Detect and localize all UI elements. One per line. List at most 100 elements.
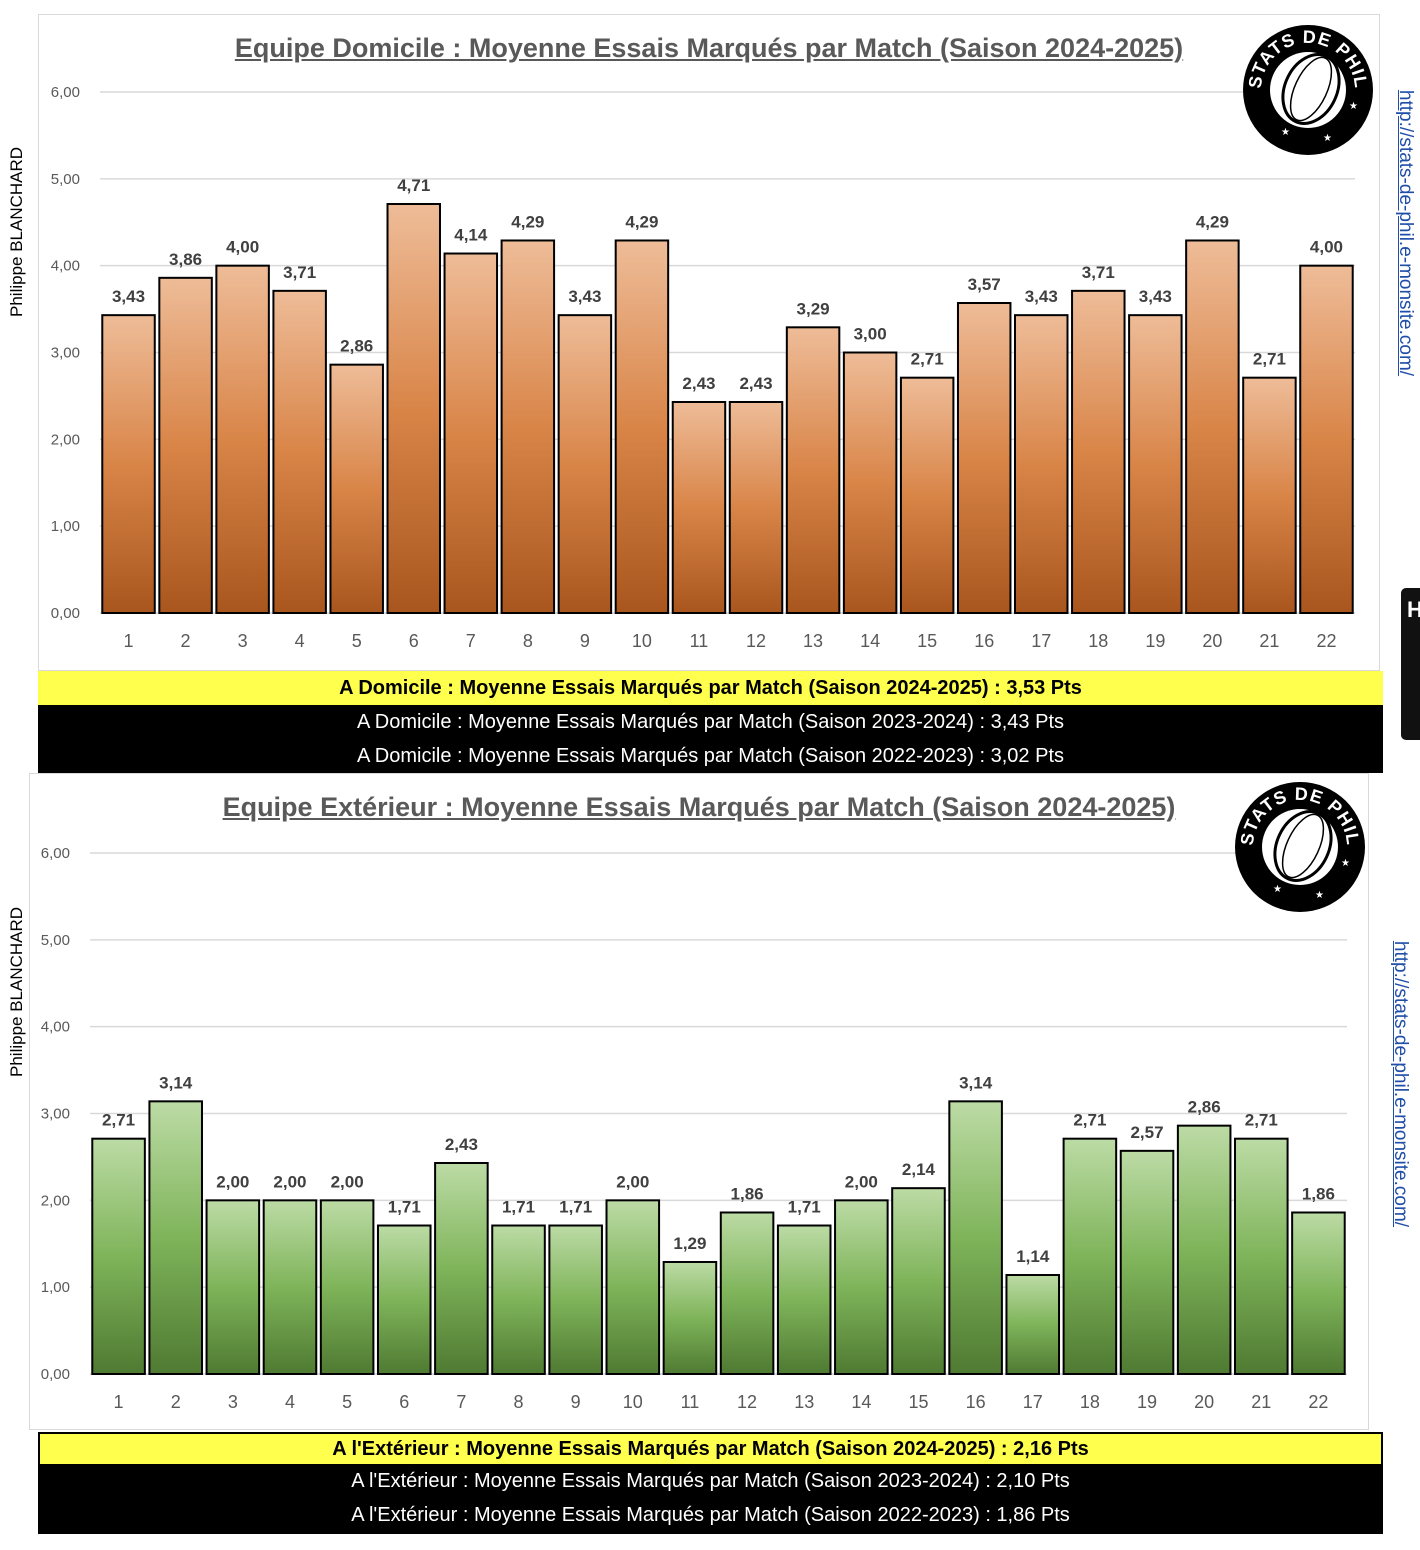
away-data-label: 1,71 xyxy=(788,1198,821,1217)
home-x-tick-label: 14 xyxy=(860,631,880,651)
away-y-axis-label: Philippe BLANCHARD xyxy=(7,906,26,1077)
away-data-label: 2,00 xyxy=(845,1172,878,1191)
away-data-label: 2,00 xyxy=(616,1172,649,1191)
away-bar-19 xyxy=(1119,1149,1175,1376)
away-y-tick-label: 2,00 xyxy=(41,1192,70,1209)
away-bar-10 xyxy=(605,1199,661,1376)
away-data-label: 2,14 xyxy=(902,1160,936,1179)
away-bar-11 xyxy=(662,1260,718,1375)
away-bar-20 xyxy=(1176,1124,1232,1375)
away-bar-17 xyxy=(1005,1274,1061,1376)
home-data-label: 3,71 xyxy=(1082,263,1115,282)
away-summary-2023-2024: A l'Extérieur : Moyenne Essais Marqués p… xyxy=(40,1464,1381,1498)
home-bar-15 xyxy=(899,376,955,614)
away-data-label: 2,43 xyxy=(445,1135,478,1154)
svg-text:★: ★ xyxy=(1341,858,1350,869)
away-x-tick-label: 11 xyxy=(681,1392,700,1412)
away-bar-7 xyxy=(434,1161,489,1375)
home-data-label: 3,43 xyxy=(1025,287,1058,306)
home-data-label: 4,29 xyxy=(511,212,544,231)
away-bar-14 xyxy=(834,1199,889,1376)
away-data-label: 3,14 xyxy=(159,1073,193,1092)
away-x-tick-label: 7 xyxy=(456,1392,466,1412)
home-bar-5 xyxy=(329,363,384,615)
away-bar-2 xyxy=(148,1100,203,1376)
away-x-tick-label: 1 xyxy=(114,1392,124,1412)
home-x-tick-label: 4 xyxy=(295,631,305,651)
edge-side-tab[interactable]: H C n p xyxy=(1401,588,1420,740)
away-data-label: 2,71 xyxy=(102,1111,135,1130)
away-y-tick-label: 4,00 xyxy=(41,1019,70,1036)
away-x-tick-label: 19 xyxy=(1137,1392,1157,1412)
away-x-tick-label: 5 xyxy=(342,1392,352,1412)
home-chart-title: Equipe Domicile : Moyenne Essais Marqués… xyxy=(234,33,1184,63)
home-summary-current: A Domicile : Moyenne Essais Marqués par … xyxy=(38,671,1383,705)
home-bar-7 xyxy=(443,252,499,614)
home-bar-11 xyxy=(671,400,727,614)
away-bar-9 xyxy=(548,1224,603,1376)
away-x-tick-label: 6 xyxy=(399,1392,409,1412)
home-bar-14 xyxy=(842,351,898,614)
home-data-label: 2,86 xyxy=(340,337,373,356)
away-bar-3 xyxy=(205,1199,261,1376)
home-data-label: 3,29 xyxy=(797,299,830,318)
away-x-tick-label: 13 xyxy=(794,1392,814,1412)
away-website-link[interactable]: http://stats-de-phil.e-monsite.com/ xyxy=(1390,940,1411,1228)
away-data-label: 2,57 xyxy=(1130,1123,1163,1142)
away-data-label: 1,71 xyxy=(559,1198,592,1217)
away-x-tick-label: 4 xyxy=(285,1392,295,1412)
home-data-label: 4,71 xyxy=(397,176,430,195)
away-x-tick-label: 20 xyxy=(1194,1392,1214,1412)
home-x-tick-label: 22 xyxy=(1316,631,1336,651)
away-data-label: 1,86 xyxy=(1302,1184,1335,1203)
home-bar-19 xyxy=(1128,314,1183,614)
home-y-tick-label: 6,00 xyxy=(51,84,80,101)
away-bar-4 xyxy=(262,1199,318,1376)
away-x-tick-label: 8 xyxy=(514,1392,524,1412)
home-bar-3 xyxy=(215,264,270,614)
home-bar-13 xyxy=(785,326,841,614)
home-x-tick-label: 3 xyxy=(238,631,248,651)
away-bar-15 xyxy=(891,1187,946,1375)
home-y-tick-label: 4,00 xyxy=(51,258,80,275)
away-x-tick-label: 22 xyxy=(1308,1392,1328,1412)
home-x-tick-label: 15 xyxy=(917,631,937,651)
away-bar-13 xyxy=(776,1224,832,1376)
home-bar-20 xyxy=(1185,239,1240,615)
home-data-label: 3,43 xyxy=(112,287,145,306)
home-bar-17 xyxy=(1014,314,1069,614)
away-summary-band: A l'Extérieur : Moyenne Essais Marqués p… xyxy=(38,1432,1383,1534)
away-x-tick-label: 12 xyxy=(737,1392,757,1412)
home-x-tick-label: 5 xyxy=(352,631,362,651)
away-x-tick-label: 21 xyxy=(1251,1392,1271,1412)
away-data-label: 2,00 xyxy=(273,1172,306,1191)
home-data-label: 3,57 xyxy=(968,275,1001,294)
away-data-label: 1,86 xyxy=(731,1184,764,1203)
away-x-tick-label: 3 xyxy=(228,1392,238,1412)
away-x-tick-label: 15 xyxy=(908,1392,928,1412)
home-bar-16 xyxy=(956,302,1012,614)
home-summary-2022-2023: A Domicile : Moyenne Essais Marqués par … xyxy=(38,739,1383,773)
away-summary-current: A l'Extérieur : Moyenne Essais Marqués p… xyxy=(40,1434,1381,1464)
home-bar-21 xyxy=(1242,376,1297,614)
home-x-tick-label: 11 xyxy=(690,631,709,651)
away-data-label: 2,00 xyxy=(216,1172,249,1191)
away-x-tick-label: 14 xyxy=(851,1392,871,1412)
away-bar-chart: 0,00 1,00 2,00 3,00 4,00 5,00 6,00 2,71 1 3,14 2 2,… xyxy=(41,845,1347,1412)
home-x-tick-label: 20 xyxy=(1202,631,1222,651)
home-y-tick-label: 2,00 xyxy=(51,431,80,448)
home-bar-18 xyxy=(1071,289,1126,614)
home-data-label: 3,00 xyxy=(854,325,887,344)
home-data-label: 4,29 xyxy=(1196,212,1229,231)
home-y-tick-label: 1,00 xyxy=(51,518,80,535)
home-x-tick-label: 7 xyxy=(466,631,476,651)
home-x-tick-label: 10 xyxy=(632,631,652,651)
away-y-tick-label: 3,00 xyxy=(41,1106,70,1123)
away-x-tick-label: 2 xyxy=(171,1392,181,1412)
home-x-tick-label: 17 xyxy=(1031,631,1051,651)
home-data-label: 2,43 xyxy=(682,374,715,393)
home-bar-22 xyxy=(1299,264,1354,614)
svg-text:★: ★ xyxy=(1315,890,1324,901)
away-bar-5 xyxy=(319,1199,375,1376)
home-data-label: 2,71 xyxy=(911,350,944,369)
